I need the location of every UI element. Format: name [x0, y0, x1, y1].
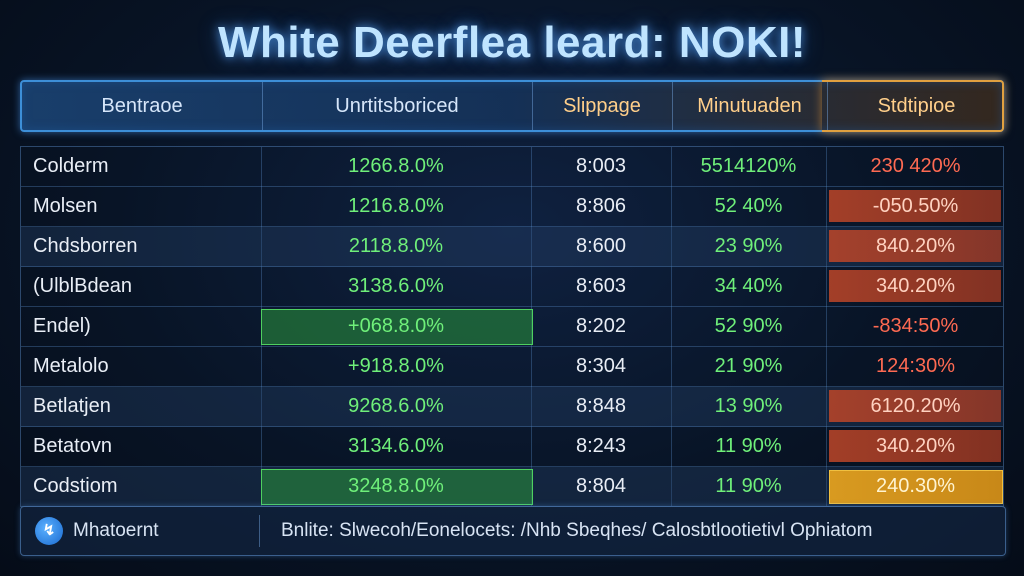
- row-unrealized: 1216.8.0%: [348, 195, 444, 217]
- row-unrealized: +068.8.0%: [347, 315, 445, 337]
- row-unrealized: 3134.6.0%: [348, 435, 444, 457]
- row-standard: 6120.20%: [870, 395, 961, 417]
- column-header-unrealized[interactable]: Unrtitsboriced: [335, 95, 459, 117]
- table-row[interactable]: Codstiom 3248.8.0% 8:804 11 90% 240.30%: [21, 467, 1003, 506]
- row-slippage: 8:603: [575, 275, 627, 297]
- row-market: 11 90%: [715, 435, 782, 457]
- row-market: 5514120%: [700, 155, 797, 177]
- table-row[interactable]: Metalolo +918.8.0% 8:304 21 90% 124:30%: [21, 347, 1003, 387]
- row-name: Colderm: [33, 155, 109, 177]
- row-standard: 340.20%: [876, 435, 955, 457]
- row-market: 52 40%: [714, 195, 783, 217]
- highlight-warning: [829, 470, 1003, 504]
- row-standard: 840.20%: [876, 235, 955, 257]
- row-standard: 340.20%: [876, 275, 955, 297]
- row-market: 21 90%: [714, 355, 783, 377]
- row-standard: -050.50%: [872, 195, 959, 217]
- highlight-negative: [829, 270, 1001, 302]
- highlight-negative: [829, 230, 1001, 262]
- row-name: Endel): [33, 315, 91, 337]
- row-unrealized: 9268.6.0%: [348, 395, 444, 417]
- row-name: Metalolo: [33, 355, 109, 377]
- row-standard: 124:30%: [876, 355, 955, 377]
- highlight-negative: [829, 390, 1001, 422]
- row-market: 11 90%: [715, 475, 782, 497]
- row-standard: -834:50%: [872, 315, 959, 337]
- row-name: Betlatjen: [33, 395, 111, 417]
- row-unrealized: 3138.6.0%: [348, 275, 444, 297]
- column-header-standard[interactable]: Stdtipioe: [877, 95, 956, 117]
- column-header-name[interactable]: Bentraoe: [101, 95, 183, 117]
- row-slippage: 8:243: [575, 435, 627, 457]
- row-standard: 240.30%: [876, 475, 955, 497]
- page-title: White Deerflea leard: NOKI!: [217, 18, 807, 67]
- row-name: Codstiom: [33, 475, 118, 497]
- row-name: Molsen: [33, 195, 98, 217]
- row-name: (UlblBdean: [33, 275, 132, 297]
- row-market: 52 90%: [714, 315, 783, 337]
- row-slippage: 8:600: [575, 235, 627, 257]
- row-name: Chdsborren: [33, 235, 138, 257]
- table-row[interactable]: (UlblBdean 3138.6.0% 8:603 34 40% 340.20…: [21, 267, 1003, 307]
- highlight-negative: [829, 190, 1001, 222]
- table-row[interactable]: Molsen 1216.8.0% 8:806 52 40% -050.50%: [21, 187, 1003, 227]
- row-slippage: 8:804: [575, 475, 627, 497]
- highlight-positive: [261, 309, 533, 345]
- row-market: 13 90%: [714, 395, 783, 417]
- table-header: Bentraoe Unrtitsboriced Slippage Minutua…: [20, 80, 1004, 132]
- row-slippage: 8:848: [575, 395, 627, 417]
- table-row[interactable]: Chdsborren 2118.8.0% 8:600 23 90% 840.20…: [21, 227, 1003, 267]
- table-row[interactable]: Betlatjen 9268.6.0% 8:848 13 90% 6120.20…: [21, 387, 1003, 427]
- row-slippage: 8:003: [575, 155, 627, 177]
- row-market: 34 40%: [714, 275, 783, 297]
- footer-label: Mhatoernt: [73, 520, 159, 541]
- table-row[interactable]: Betatovn 3134.6.0% 8:243 11 90% 340.20%: [21, 427, 1003, 467]
- row-unrealized: 2118.8.0%: [348, 235, 444, 257]
- row-unrealized: 1266.8.0%: [348, 155, 444, 177]
- highlight-positive: [261, 469, 533, 505]
- column-header-slippage[interactable]: Slippage: [563, 95, 641, 117]
- leaderboard-table: Bentraoe Unrtitsboriced Slippage Minutua…: [20, 80, 1004, 507]
- row-name: Betatovn: [33, 435, 112, 457]
- footer-bar: ↯ Mhatoernt Bnlite: Slwecoh/Eonelocets: …: [20, 506, 1006, 556]
- highlight-negative: [829, 430, 1001, 462]
- row-slippage: 8:304: [575, 355, 627, 377]
- app-logo-icon[interactable]: ↯: [35, 517, 63, 545]
- table-body: Colderm 1266.8.0% 8:003 5514120% 230 420…: [20, 146, 1004, 507]
- row-unrealized: 3248.8.0%: [348, 475, 444, 497]
- row-standard: 230 420%: [870, 155, 961, 177]
- row-slippage: 8:202: [575, 315, 627, 337]
- row-unrealized: +918.8.0%: [347, 355, 445, 377]
- column-header-market[interactable]: Minutuaden: [697, 95, 802, 117]
- row-slippage: 8:806: [575, 195, 627, 217]
- footer-text: Bnlite: Slwecoh/Eonelocets: /Nhb Sbeqhes…: [281, 520, 873, 541]
- table-row[interactable]: Colderm 1266.8.0% 8:003 5514120% 230 420…: [21, 147, 1003, 187]
- row-market: 23 90%: [714, 235, 783, 257]
- table-row[interactable]: Endel) +068.8.0% 8:202 52 90% -834:50%: [21, 307, 1003, 347]
